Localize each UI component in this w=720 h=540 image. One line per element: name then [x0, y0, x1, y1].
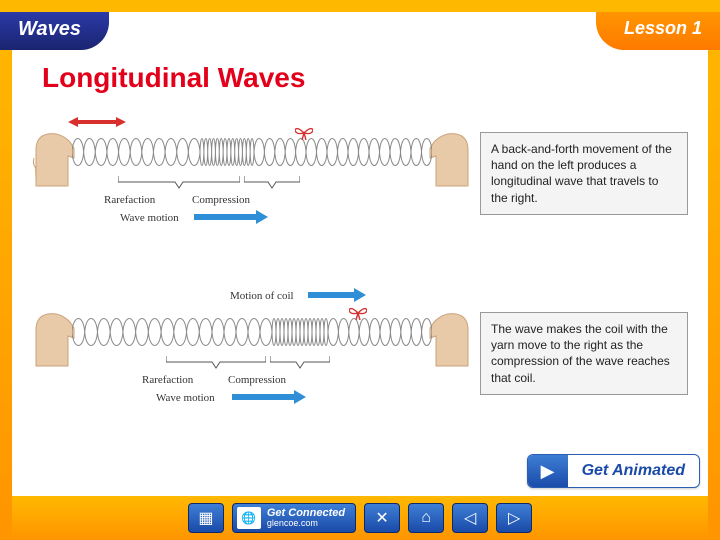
next-button[interactable]: ▷ — [496, 503, 532, 533]
caption-2: The wave makes the coil with the yarn mo… — [480, 312, 688, 395]
get-animated-button[interactable]: ▶ Get Animated — [527, 454, 700, 488]
yarn-bow — [295, 126, 313, 140]
next-icon: ▷ — [508, 508, 520, 528]
prev-icon: ◁ — [464, 508, 476, 528]
bracket-compression — [244, 176, 300, 190]
yarn-bow — [349, 306, 367, 320]
page-title: Longitudinal Waves — [42, 62, 305, 94]
close-icon: ✕ — [375, 508, 388, 528]
label-coil-motion: Motion of coil — [230, 290, 294, 302]
get-connected-label: Get Connected glencoe.com — [267, 508, 345, 528]
bracket-rarefaction — [166, 356, 266, 370]
bracket-compression — [270, 356, 330, 370]
topic-tab: Waves — [0, 12, 109, 50]
left-hand — [30, 128, 76, 188]
lesson-frame: Waves Lesson 1 Longitudinal Waves — [0, 0, 720, 540]
diagram-1: Rarefaction Compression Wave motion A ba… — [32, 112, 688, 282]
label-rarefaction: Rarefaction — [104, 194, 155, 206]
spring-coil — [72, 310, 432, 354]
diagram-2-figure: Motion of coil Rarefaction Compression — [32, 292, 462, 462]
home-icon: ⌂ — [421, 509, 431, 527]
label-rarefaction: Rarefaction — [142, 374, 193, 386]
right-hand — [428, 308, 474, 368]
play-icon: ▶ — [528, 454, 568, 488]
slideshow-icon: ▦ — [198, 508, 213, 528]
diagram-2: Motion of coil Rarefaction Compression — [32, 292, 688, 462]
header: Waves Lesson 1 — [12, 12, 708, 50]
wave-motion-arrow — [232, 390, 306, 404]
bracket-rarefaction — [118, 176, 240, 190]
hand-motion-arrow — [68, 114, 126, 124]
get-animated-label: Get Animated — [568, 462, 699, 480]
content-area: Rarefaction Compression Wave motion A ba… — [32, 112, 688, 468]
label-compression: Compression — [228, 374, 286, 386]
globe-icon: 🌐 — [237, 507, 261, 529]
diagram-1-figure: Rarefaction Compression Wave motion — [32, 112, 462, 282]
label-compression: Compression — [192, 194, 250, 206]
right-hand — [428, 128, 474, 188]
label-wave-motion: Wave motion — [120, 212, 179, 224]
bottom-nav: ▦ 🌐 Get Connected glencoe.com ✕ ⌂ ◁ ▷ — [12, 496, 708, 540]
lesson-tab: Lesson 1 — [596, 12, 720, 50]
slideshow-button[interactable]: ▦ — [188, 503, 224, 533]
get-connected-button[interactable]: 🌐 Get Connected glencoe.com — [232, 503, 356, 533]
home-button[interactable]: ⌂ — [408, 503, 444, 533]
label-wave-motion: Wave motion — [156, 392, 215, 404]
wave-motion-arrow — [194, 210, 268, 224]
left-hand — [30, 308, 76, 368]
spring-coil — [72, 130, 432, 174]
prev-button[interactable]: ◁ — [452, 503, 488, 533]
close-button[interactable]: ✕ — [364, 503, 400, 533]
coil-motion-arrow — [308, 288, 366, 302]
caption-1: A back-and-forth movement of the hand on… — [480, 132, 688, 215]
